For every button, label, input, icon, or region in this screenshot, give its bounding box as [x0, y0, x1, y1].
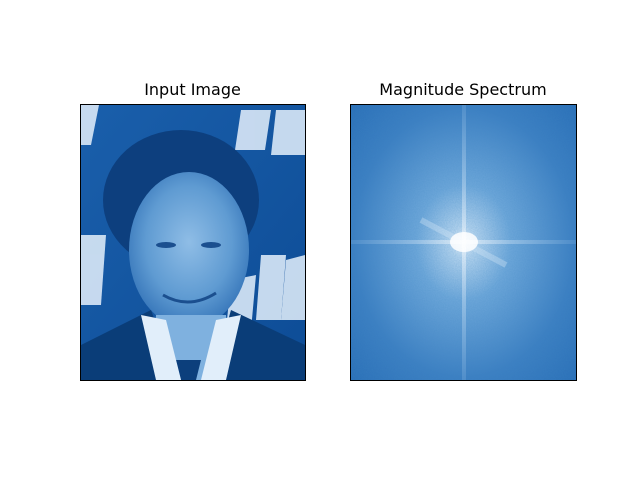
- magnitude-spectrum-panel: [350, 104, 577, 381]
- magnitude-spectrum-image: [351, 105, 576, 380]
- magnitude-spectrum-title: Magnitude Spectrum: [379, 80, 547, 99]
- input-image: [81, 105, 305, 380]
- input-image-title: Input Image: [144, 80, 241, 99]
- input-image-panel: [80, 104, 306, 381]
